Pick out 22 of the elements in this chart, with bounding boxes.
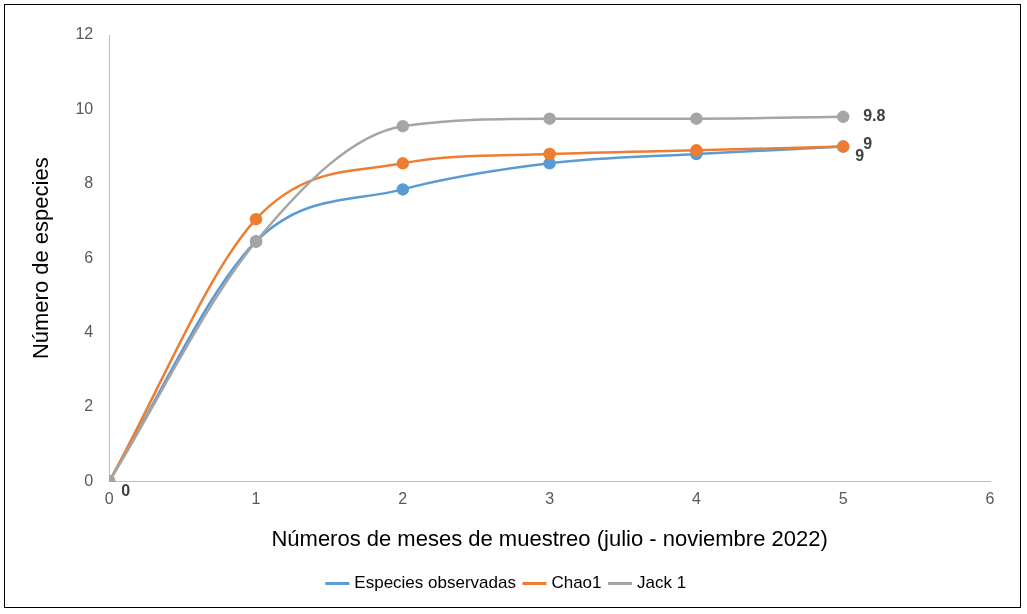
legend-label: Jack 1 (637, 573, 687, 593)
x-tick-label: 1 (251, 490, 261, 508)
y-tick-label: 8 (84, 174, 94, 192)
x-tick-label: 5 (838, 490, 848, 508)
legend-label: Chao1 (551, 573, 602, 593)
data-label: 9 (863, 135, 873, 153)
y-tick-label: 12 (75, 25, 94, 43)
x-tick-label: 0 (104, 490, 114, 508)
x-tick-label: 4 (691, 490, 701, 508)
legend-label: Especies observadas (354, 573, 516, 593)
y-tick-label: 0 (84, 471, 94, 489)
y-axis-title: Número de especies (28, 157, 54, 360)
y-tick-label: 6 (84, 248, 94, 266)
x-tick-label: 3 (545, 490, 555, 508)
y-tick-label: 10 (75, 99, 94, 117)
x-tick-label: 2 (398, 490, 408, 508)
y-tick-label: 2 (84, 397, 94, 415)
x-tick-label: 6 (985, 490, 995, 508)
data-label: 9 (855, 147, 865, 165)
y-tick-label: 4 (84, 323, 94, 341)
x-axis-title: Números de meses de muestreo (julio - noviembre 2022) (271, 525, 828, 551)
data-label: 9.8 (863, 107, 886, 125)
